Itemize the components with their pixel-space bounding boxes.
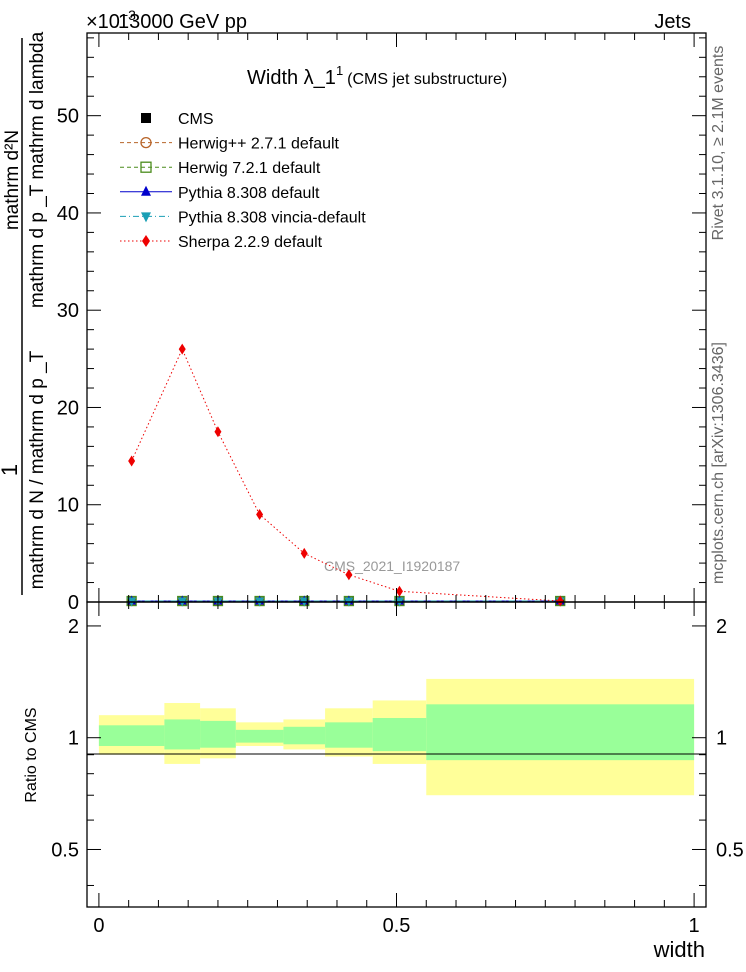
exponent-base: ×10 xyxy=(86,11,120,33)
data-point-diamond xyxy=(300,547,308,559)
data-point-square-filled xyxy=(141,113,151,123)
header-left: 13000 GeV pp xyxy=(118,11,247,33)
y-tick-label: 50 xyxy=(57,106,79,128)
data-point-triangle-up xyxy=(141,185,151,196)
analysis-watermark: CMS_2021_I1920187 xyxy=(324,558,460,574)
legend-label: Pythia 8.308 vincia-default xyxy=(178,209,366,226)
legend-label: Herwig++ 2.7.1 default xyxy=(178,136,340,153)
x-tick-label: 0.5 xyxy=(383,915,411,937)
title-main: Width λ_1 xyxy=(247,67,336,89)
y-tick-label: 40 xyxy=(57,203,79,225)
data-point-diamond xyxy=(214,426,222,438)
legend-label: Herwig 7.2.1 default xyxy=(178,160,321,177)
title-sub: (CMS jet substructure) xyxy=(347,71,507,88)
ratio-ylabel: Ratio to CMS xyxy=(23,707,40,802)
ratio-band-inner xyxy=(283,726,326,745)
legend-label: Pythia 8.308 default xyxy=(178,185,320,202)
ratio-y-tick-label-left: 1 xyxy=(68,728,79,750)
data-point-diamond xyxy=(345,569,353,581)
data-point-diamond xyxy=(128,455,136,467)
ratio-y-tick-label-right: 2 xyxy=(716,616,727,638)
data-point-diamond xyxy=(142,235,150,247)
ratio-band-inner xyxy=(98,725,165,746)
title-superscript: 1 xyxy=(336,63,343,78)
data-point-diamond xyxy=(256,508,264,520)
y-tick-label: 10 xyxy=(57,495,79,517)
ratio-band-inner xyxy=(200,720,236,748)
ylabel-denominator: mathrm d N / mathrm d p _T xyxy=(27,350,48,589)
x-tick-label: 1 xyxy=(689,915,700,937)
data-point-circle-open xyxy=(140,136,152,149)
data-point-diamond xyxy=(556,595,564,607)
x-axis-label: width xyxy=(653,937,705,962)
ylabel-right-top: mathrm d²N xyxy=(2,130,23,230)
ratio-y-tick-label-left: 2 xyxy=(68,616,79,638)
ratio-y-tick-label-right: 1 xyxy=(716,728,727,750)
mcplots-label: mcplots.cern.ch [arXiv:1306.3436] xyxy=(710,342,727,584)
ratio-bands xyxy=(98,678,695,796)
ylabel-numerator: 1 xyxy=(0,464,22,476)
ratio-band-inner xyxy=(325,722,373,748)
data-point-square-open xyxy=(140,161,152,173)
ratio-y-tick-label-right: 0.5 xyxy=(716,839,744,861)
axes: 0 10 20 30 40 50 0 0.5 1 0.5 0.5 1 1 2 2 xyxy=(51,32,744,937)
ratio-band-inner xyxy=(164,719,201,750)
ratio-y-tick-label-left: 0.5 xyxy=(51,839,79,861)
ratio-band-inner xyxy=(235,729,284,743)
legend-label: Sherpa 2.2.9 default xyxy=(178,234,323,251)
main-ylabel: 1 mathrm d N / mathrm d p _T mathrm d²N … xyxy=(0,31,48,595)
ratio-band-inner xyxy=(372,718,427,752)
y-tick-label: 0 xyxy=(68,592,79,614)
ratio-band-inner xyxy=(426,704,695,761)
rivet-label: Rivet 3.1.10, ≥ 2.1M events xyxy=(710,46,727,241)
plot-title: Width λ_11 (CMS jet substructure) xyxy=(247,63,507,89)
data-point-diamond xyxy=(395,585,403,597)
data-point-diamond xyxy=(178,343,186,355)
x-tick-label: 0 xyxy=(93,915,104,937)
ylabel-right-bottom: mathrm d p _T mathrm d lambda xyxy=(27,31,48,308)
exponent-label: ×10−3 xyxy=(86,7,136,33)
y-tick-label: 20 xyxy=(57,397,79,419)
legend: CMS Herwig++ 2.7.1 default Herwig 7.2.1 de… xyxy=(120,111,366,251)
data-point-triangle-down xyxy=(141,212,151,223)
legend-label: CMS xyxy=(178,111,214,128)
y-tick-label: 30 xyxy=(57,300,79,322)
exponent-value: −3 xyxy=(120,7,136,23)
header-right: Jets xyxy=(654,11,691,33)
